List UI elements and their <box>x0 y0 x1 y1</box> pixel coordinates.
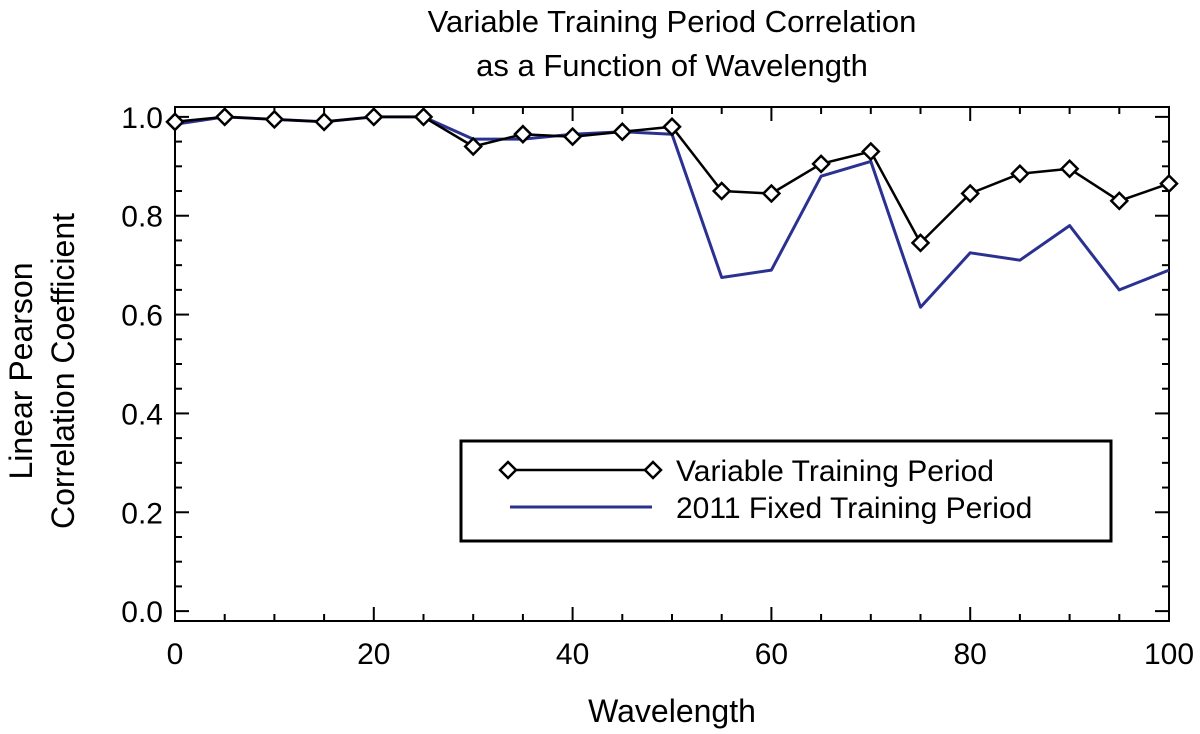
y-tick-label: 0.0 <box>121 596 163 629</box>
data-point-variable <box>314 112 334 132</box>
data-point-variable <box>463 136 483 157</box>
data-point-variable <box>1010 163 1030 184</box>
data-point-variable <box>1109 191 1130 211</box>
data-point-variable <box>165 112 185 132</box>
data-point-variable <box>264 109 285 130</box>
data-point-variable <box>1159 173 1179 194</box>
data-point-variable <box>761 183 782 204</box>
x-tick-label: 60 <box>755 638 788 671</box>
legend-marker-variable-right <box>643 460 663 480</box>
data-point-variable <box>711 181 732 201</box>
data-point-variable <box>960 183 980 204</box>
x-tick-label: 20 <box>357 638 390 671</box>
x-tick-label: 0 <box>167 638 184 671</box>
legend: Variable Training Period 2011 Fixed Trai… <box>459 439 1113 543</box>
legend-label-fixed: 2011 Fixed Training Period <box>676 492 1032 525</box>
data-point-variable <box>513 124 533 144</box>
series-layer <box>165 107 1179 309</box>
data-point-variable <box>861 141 881 162</box>
series-line-fixed <box>174 115 1170 309</box>
data-point-variable <box>811 154 831 174</box>
data-point-variable <box>413 107 434 127</box>
y-tick-label: 0.6 <box>121 300 163 333</box>
chart-title-line-1: Variable Training Period Correlation <box>428 4 917 39</box>
y-axis-label-line-1: Linear Pearson <box>3 262 39 479</box>
x-tick-label: 100 <box>1144 638 1194 671</box>
legend-marker-variable-left <box>498 460 518 480</box>
x-tick-label: 40 <box>556 638 589 671</box>
legend-box <box>459 439 1113 543</box>
chart-title-line-2: as a Function of Wavelength <box>476 48 868 83</box>
y-tick-label: 0.2 <box>121 497 163 530</box>
x-axis-label: Wavelength <box>588 693 756 729</box>
data-point-variable <box>364 107 384 127</box>
y-tick-label: 0.8 <box>121 201 163 234</box>
ticks <box>174 107 1170 621</box>
tick-labels: 0 20 40 60 80 100 0.0 0.2 0.4 0.6 0.8 1.0 <box>121 102 1194 671</box>
data-point-variable <box>662 117 682 137</box>
legend-label-variable: Variable Training Period <box>676 455 994 488</box>
y-tick-label: 0.4 <box>121 398 163 431</box>
data-point-variable <box>1059 159 1080 179</box>
data-point-variable <box>910 233 931 253</box>
y-axis-label-line-2: Correlation Coefficient <box>45 213 81 529</box>
y-tick-label: 1.0 <box>121 102 163 135</box>
data-point-variable <box>612 121 633 142</box>
data-point-variable <box>562 126 583 147</box>
x-tick-label: 80 <box>954 638 987 671</box>
plot-frame <box>174 106 1170 622</box>
data-point-variable <box>214 107 235 127</box>
